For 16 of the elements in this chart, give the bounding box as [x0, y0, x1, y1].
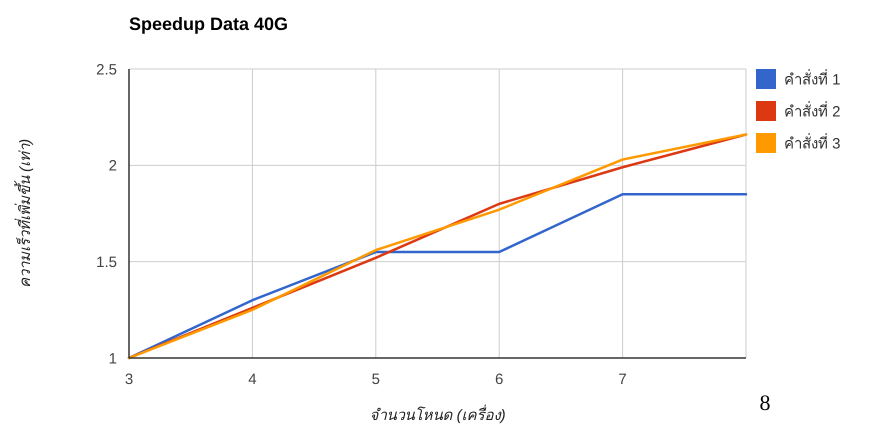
chart-title: Speedup Data 40G: [129, 14, 288, 34]
x-tick-label: 3: [124, 371, 134, 388]
text: 8: [760, 390, 770, 415]
x-tick-label: 4: [248, 371, 257, 388]
y-tick-label: 2: [108, 158, 117, 175]
x-tick-label: 5: [372, 371, 380, 388]
y-axis-title: ความเร็วที่เพิ่มขึ้น (เท่า): [14, 138, 34, 288]
legend-label: คำสั่งที่ 2: [784, 100, 841, 120]
legend-label: คำสั่งที่ 3: [784, 132, 841, 152]
x-tick-label: 7: [618, 371, 627, 388]
x-axis-title: จำนวนโหนด (เครื่อง): [369, 404, 506, 424]
y-tick-label: 2.5: [96, 61, 117, 78]
y-tick-label: 1: [108, 350, 117, 368]
legend-label: คำสั่งที่ 1: [784, 68, 841, 88]
y-tick-label: 1.5: [96, 254, 117, 271]
x-tick-label: 6: [495, 371, 504, 388]
